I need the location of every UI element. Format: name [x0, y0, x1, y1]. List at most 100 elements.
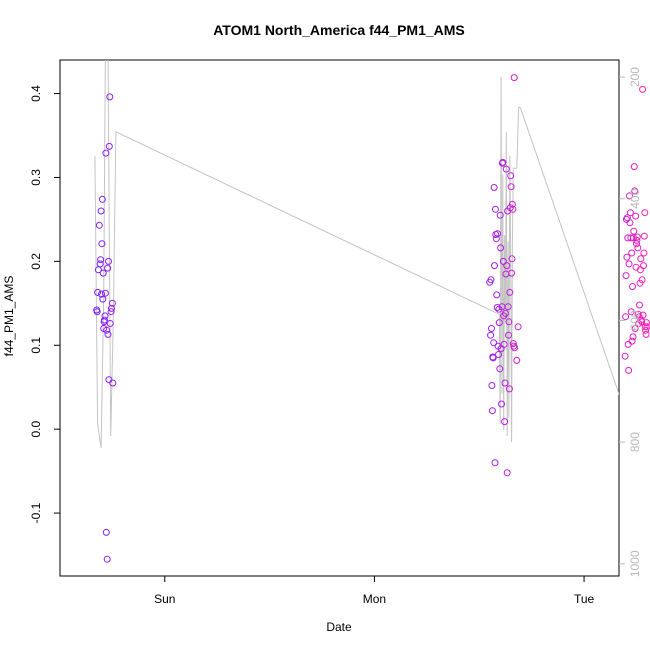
data-point	[641, 209, 649, 217]
data-point	[633, 240, 640, 248]
data-point	[630, 163, 638, 171]
data-point	[627, 308, 635, 316]
data-point	[505, 318, 513, 326]
data-point	[501, 379, 509, 387]
series-line	[94, 60, 619, 449]
data-point	[502, 309, 509, 317]
x-tick-label: Mon	[363, 592, 386, 606]
data-point	[496, 365, 504, 373]
data-point	[490, 339, 498, 347]
data-point	[488, 325, 495, 332]
data-point	[639, 85, 647, 93]
data-point	[638, 276, 646, 284]
data-point	[101, 316, 108, 324]
data-point	[93, 308, 101, 316]
data-point	[636, 279, 644, 287]
y-tick-label: -0.1	[29, 502, 43, 523]
data-point	[491, 459, 499, 467]
data-point	[642, 326, 650, 334]
data-point	[642, 330, 650, 338]
data-point	[98, 240, 106, 248]
data-point	[500, 340, 508, 348]
data-point	[488, 382, 496, 389]
data-point	[107, 308, 115, 316]
data-point	[499, 158, 507, 166]
data-point	[495, 319, 503, 327]
data-point	[640, 249, 648, 257]
data-point	[643, 323, 650, 331]
data-point	[104, 330, 112, 338]
data-point	[95, 221, 103, 229]
right-y-axis: 200 400 600 800 1000	[619, 67, 642, 577]
data-point	[508, 255, 516, 263]
data-point	[628, 249, 636, 257]
data-point	[98, 290, 105, 298]
y-tick-label: 0.2	[29, 253, 43, 270]
data-point	[491, 205, 499, 213]
data-point	[104, 264, 112, 272]
data-point	[494, 230, 502, 238]
data-point	[487, 331, 495, 339]
data-point	[493, 304, 501, 311]
data-point	[633, 233, 641, 241]
data-point	[489, 354, 497, 362]
data-point	[623, 253, 631, 261]
data-point	[106, 320, 114, 327]
data-point	[628, 337, 636, 345]
data-point	[626, 219, 634, 227]
data-point	[507, 172, 515, 180]
data-point	[103, 326, 111, 334]
x-tick-label: Tue	[574, 592, 595, 606]
data-point	[493, 291, 501, 299]
data-point	[97, 207, 105, 215]
right-y-tick-label: 600	[628, 310, 642, 330]
data-point	[105, 142, 113, 150]
data-point	[499, 257, 507, 265]
data-point	[495, 351, 502, 358]
chart-title: ATOM1 North_America f44_PM1_AMS	[213, 22, 465, 38]
data-point	[105, 257, 112, 265]
data-point	[640, 232, 648, 240]
data-point	[629, 283, 636, 290]
data-point	[622, 272, 630, 280]
right-y-tick-label: 200	[628, 67, 642, 87]
x-axis: Sun Mon Tue	[154, 576, 595, 606]
y-axis: -0.1 0.0 0.1 0.2 0.3 0.4	[29, 85, 60, 523]
data-point	[96, 260, 104, 268]
data-point	[102, 149, 110, 157]
data-point	[631, 187, 639, 195]
y-tick-label: 0.3	[29, 169, 43, 186]
data-point	[492, 235, 500, 243]
data-point	[103, 555, 111, 563]
data-point	[99, 295, 107, 303]
x-tick-label: Sun	[154, 592, 175, 606]
data-point	[496, 211, 504, 219]
scatter-points	[93, 74, 650, 563]
data-point	[627, 234, 635, 242]
data-point	[625, 366, 633, 374]
data-point	[626, 209, 634, 217]
data-point	[630, 227, 638, 235]
data-point	[511, 344, 519, 352]
data-point	[501, 418, 509, 426]
data-point	[99, 269, 107, 277]
data-point	[507, 183, 515, 191]
data-point	[513, 356, 521, 364]
data-point	[624, 340, 632, 348]
data-point	[502, 165, 510, 173]
data-point	[503, 262, 511, 270]
right-y-tick-label: 1000	[628, 550, 642, 577]
data-point	[625, 260, 633, 268]
data-point	[101, 312, 109, 320]
y-tick-label: 0.0	[29, 421, 43, 438]
data-point	[508, 200, 516, 208]
data-point	[514, 323, 522, 331]
plot-frame	[59, 59, 620, 577]
data-point	[488, 407, 496, 415]
data-point	[98, 195, 106, 203]
x-axis-label: Date	[326, 620, 352, 634]
data-point	[505, 331, 512, 339]
data-point	[629, 333, 637, 341]
data-point	[509, 340, 517, 348]
